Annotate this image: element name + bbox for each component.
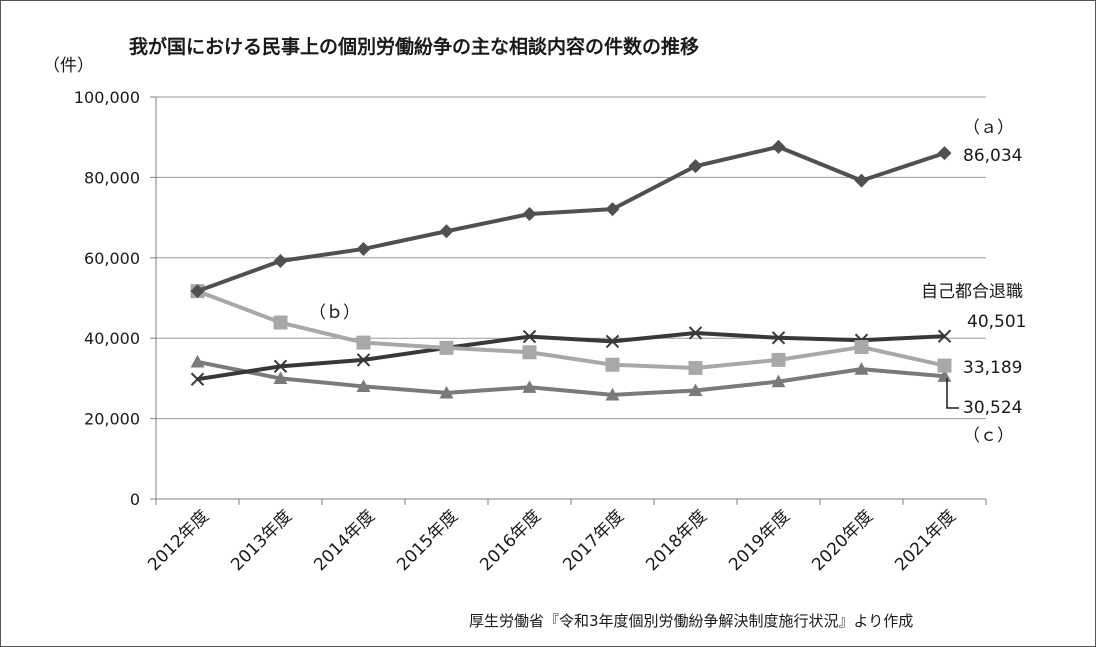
leader-line-c (946, 378, 959, 409)
data-point (854, 173, 869, 188)
data-point (937, 358, 952, 373)
data-point (356, 241, 371, 256)
data-point (605, 357, 620, 372)
data-point (356, 379, 371, 393)
end-label-c: 30,524 (963, 398, 1022, 418)
data-point (273, 315, 288, 330)
data-point (937, 146, 952, 161)
y-tick-label: 80,000 (84, 168, 140, 187)
data-point (273, 359, 288, 374)
data-point (273, 371, 288, 384)
x-tick-label: 2013年度 (227, 506, 296, 575)
y-tick-label: 60,000 (84, 249, 140, 268)
series-line (196, 144, 946, 294)
data-point (688, 383, 703, 397)
end-label-jiko-tsugou: 40,501 (967, 312, 1026, 332)
data-point (522, 206, 537, 221)
x-tick-label: 2021年度 (891, 506, 960, 575)
end-label-a: 86,034 (963, 146, 1022, 166)
x-tick-label: 2017年度 (559, 506, 628, 575)
data-point (522, 345, 537, 360)
data-point (771, 352, 786, 367)
data-point (605, 387, 620, 401)
y-axis-unit-label: （件） (43, 56, 94, 76)
data-point (439, 385, 454, 399)
series-label-jiko-tsugou: 自己都合退職 (921, 282, 1023, 302)
series-line (196, 289, 945, 370)
data-point (937, 369, 952, 382)
data-point (439, 340, 454, 355)
data-point (439, 224, 454, 239)
data-point (688, 326, 703, 340)
data-point (688, 159, 703, 174)
x-tick-label: 2016年度 (476, 506, 545, 575)
series-line (197, 359, 945, 397)
data-point (771, 139, 786, 154)
data-point (605, 334, 620, 349)
data-point (273, 254, 288, 269)
annotations: （ａ） 86,034 （ｂ） 自己都合退職 40,501 33,189 30,5… (309, 118, 1026, 446)
axes (155, 97, 986, 500)
series-label-c: （ｃ） (963, 426, 1014, 446)
series-group (190, 139, 952, 401)
y-tick-label: 0 (130, 490, 140, 509)
data-point (854, 362, 869, 375)
x-tick-labels: 2012年度 2013年度 2014年度 2015年度 2016年度 2017年度 2018… (144, 499, 987, 575)
x-tick-label: 2019年度 (725, 506, 794, 575)
data-point (937, 329, 952, 343)
series-label-b: （ｂ） (309, 303, 360, 323)
end-label-b: 33,189 (963, 358, 1022, 378)
data-point (190, 284, 205, 299)
y-tick-labels: 0 20,000 40,000 60,000 80,000 100,000 (74, 88, 156, 509)
data-point (356, 353, 371, 367)
data-point (605, 202, 620, 217)
y-tick-label: 20,000 (84, 410, 140, 429)
data-point (356, 335, 371, 350)
chart-title: 我が国における民事上の個別労働紛争の主な相談内容の件数の推移 (129, 35, 699, 58)
data-point (771, 331, 786, 345)
data-point (190, 372, 205, 386)
series-label-a: （ａ） (963, 118, 1014, 138)
x-tick-label: 2018年度 (642, 506, 711, 575)
data-point (771, 374, 786, 388)
x-tick-label: 2015年度 (393, 506, 462, 575)
data-point (522, 380, 537, 393)
x-tick-label: 2014年度 (310, 506, 379, 575)
y-tick-label: 100,000 (74, 88, 140, 107)
data-point (522, 329, 537, 344)
y-tick-label: 40,000 (84, 329, 140, 348)
data-point (190, 354, 205, 368)
data-point (854, 340, 869, 355)
series-line (197, 330, 945, 382)
data-point (688, 360, 703, 375)
x-tick-label: 2012年度 (144, 506, 213, 575)
x-tick-label: 2020年度 (808, 506, 877, 575)
source-note: 厚生労働省『令和3年度個別労働紛争解決制度施行状況』より作成 (469, 612, 913, 630)
